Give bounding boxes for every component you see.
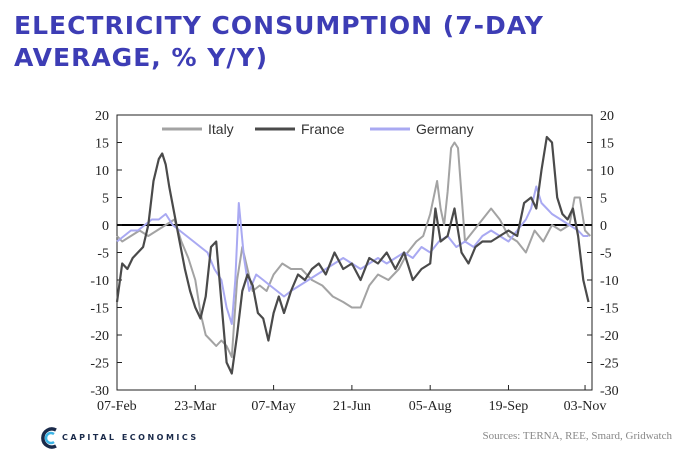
y-tick-label-left: -10	[90, 274, 109, 289]
y-tick-label-left: -5	[97, 247, 109, 262]
source-note: Sources: TERNA, REE, Smard, Gridwatch	[482, 430, 672, 442]
y-tick-label-right: -20	[600, 329, 619, 344]
y-tick-label-left: -15	[90, 302, 109, 317]
y-tick-label-right: 15	[600, 137, 614, 152]
y-tick-label-right: -5	[600, 247, 612, 262]
y-tick-label-left: 10	[95, 164, 109, 179]
y-tick-label-left: -30	[90, 384, 109, 399]
x-tick-label: 21-Jun	[333, 399, 371, 414]
y-tick-label-right: -25	[600, 357, 619, 372]
x-tick-label: 07-Feb	[97, 399, 137, 414]
x-tick-label: 07-May	[251, 399, 295, 414]
x-tick-label: 05-Aug	[409, 399, 452, 414]
y-tick-label-left: 15	[95, 137, 109, 152]
legend-label-france: France	[301, 121, 345, 137]
y-tick-label-right: -15	[600, 302, 619, 317]
y-tick-label-left: 0	[102, 219, 109, 234]
y-tick-label-left: 5	[102, 192, 109, 207]
chart-title: ELECTRICITY CONSUMPTION (7-DAY AVERAGE, …	[14, 11, 544, 72]
x-tick-label: 19-Sep	[489, 399, 529, 414]
capital-economics-logo: CAPITAL ECONOMICS	[40, 425, 240, 455]
series-group	[115, 135, 592, 375]
legend-label-italy: Italy	[208, 121, 234, 137]
y-tick-label-right: 0	[600, 219, 607, 234]
y-tick-label-right: -10	[600, 274, 619, 289]
series-line-france	[115, 135, 590, 375]
y-axis-right: 20 15 10 5 0 -5 -10 -15 -20 -25 -30	[587, 109, 619, 399]
legend: Italy France Germany	[162, 121, 474, 137]
logo-text: CAPITAL ECONOMICS	[62, 433, 199, 442]
y-tick-label-left: -25	[90, 357, 109, 372]
series-line-italy	[116, 141, 592, 358]
x-axis: 07-Feb 23-Mar 07-May 21-Jun 05-Aug 19-Sep 03-N…	[97, 385, 606, 414]
y-tick-label-left: 20	[95, 109, 109, 124]
y-axis-left: 20 15 10 5 0 -5 -10 -15 -20 -25 -30	[90, 109, 122, 399]
y-tick-label-right: 20	[600, 109, 614, 124]
x-tick-label: 23-Mar	[174, 399, 216, 414]
legend-label-germany: Germany	[416, 121, 474, 137]
x-tick-label: 03-Nov	[564, 399, 607, 414]
y-tick-label-right: 5	[600, 192, 607, 207]
logo-mark-icon	[41, 427, 57, 449]
plot-frame	[116, 114, 593, 391]
y-tick-label-right: -30	[600, 384, 619, 399]
y-tick-label-right: 10	[600, 164, 614, 179]
y-tick-label-left: -20	[90, 329, 109, 344]
